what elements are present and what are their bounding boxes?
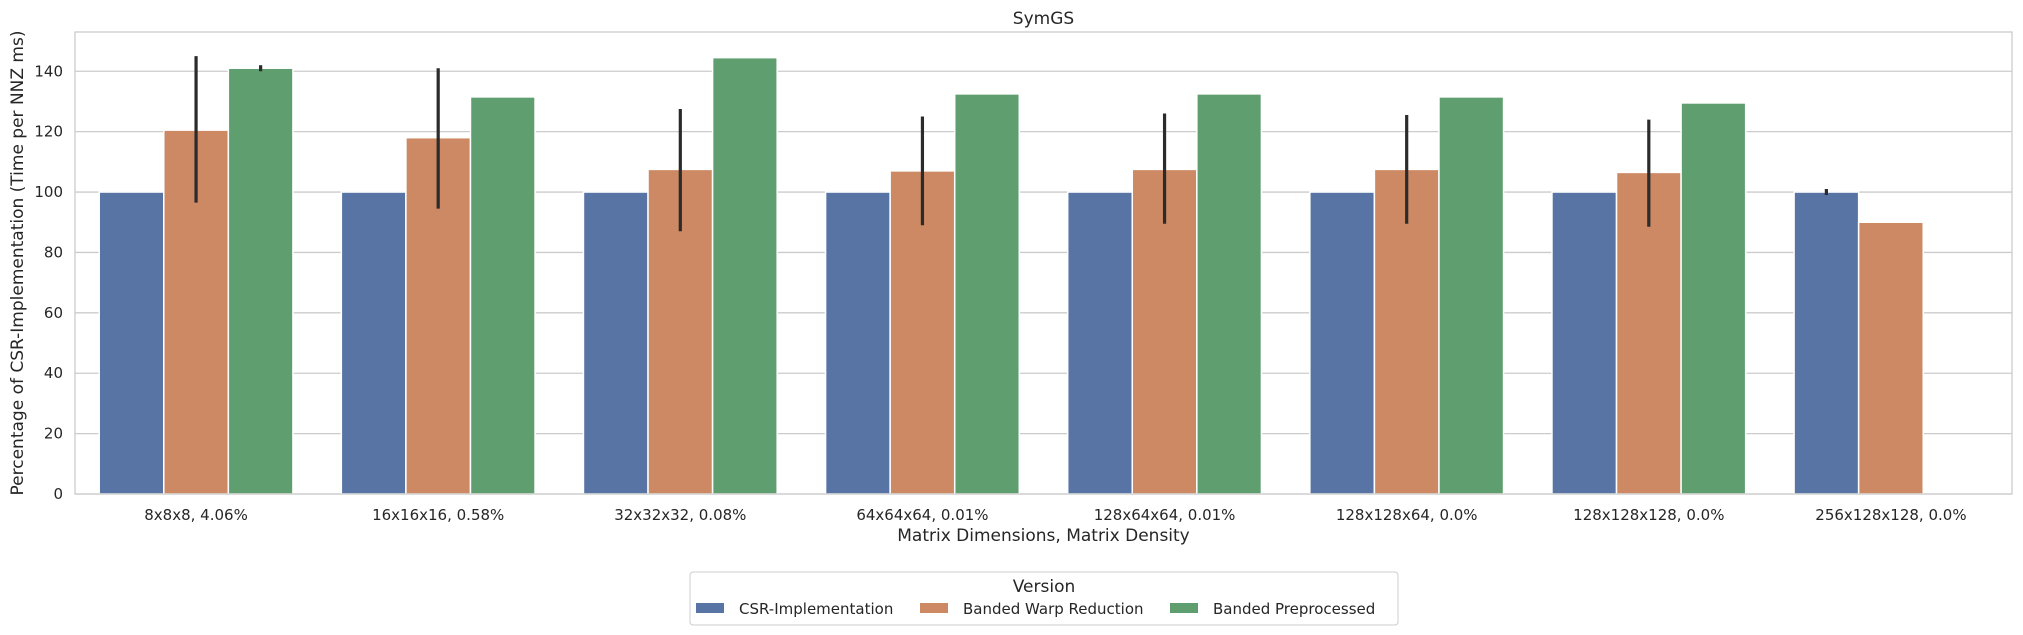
x-tick-label: 128x128x64, 0.0%: [1336, 506, 1478, 524]
y-tick-label: 100: [34, 183, 63, 201]
bars: [98, 56, 1924, 495]
bar: [953, 93, 1021, 495]
y-tick-label: 40: [44, 364, 63, 382]
bar: [340, 191, 407, 495]
bar: [98, 191, 165, 495]
y-tick-label: 20: [44, 425, 63, 443]
x-tick-label: 64x64x64, 0.01%: [856, 506, 988, 524]
legend-swatch: [920, 603, 948, 613]
bar: [824, 191, 891, 495]
bar: [1196, 93, 1263, 495]
legend-label: Banded Warp Reduction: [963, 600, 1144, 618]
legend-label: CSR-Implementation: [739, 600, 893, 618]
x-tick-label: 32x32x32, 0.08%: [614, 506, 746, 524]
bar: [1066, 191, 1134, 495]
bar: [582, 191, 649, 495]
legend-swatch: [696, 603, 724, 613]
y-ticks: 0 20 40 60 80 100 120 140: [34, 62, 63, 503]
y-axis-label: Percentage of CSR-Implementation (Time p…: [8, 31, 28, 496]
legend-box: [689, 571, 1399, 626]
legend: Version CSR-Implementation Banded Warp Re…: [689, 571, 1399, 626]
plot-frame: [74, 31, 2013, 495]
bar: [711, 56, 778, 495]
y-tick-label: 140: [34, 62, 63, 80]
error-bars: [194, 56, 1828, 232]
bar: [469, 96, 536, 495]
bar: [1857, 221, 1924, 495]
legend-title: Version: [1013, 577, 1076, 597]
x-tick-label: 128x64x64, 0.01%: [1094, 506, 1236, 524]
legend-label: Banded Preprocessed: [1213, 600, 1375, 618]
bar: [1680, 102, 1747, 495]
legend-items: CSR-Implementation Banded Warp Reduction B…: [696, 600, 1375, 618]
bar: [1309, 191, 1376, 495]
x-tick-label: 128x128x128, 0.0%: [1573, 506, 1724, 524]
y-tick-label: 60: [44, 304, 63, 322]
legend-swatch: [1170, 603, 1198, 613]
chart-title: SymGS: [1013, 9, 1074, 29]
bar: [227, 67, 294, 495]
bar: [1551, 191, 1618, 495]
bar: [1793, 191, 1860, 495]
bar: [1438, 96, 1505, 495]
y-tick-label: 80: [44, 243, 63, 261]
x-tick-label: 8x8x8, 4.06%: [144, 506, 248, 524]
x-ticks: 8x8x8, 4.06% 16x16x16, 0.58% 32x32x32, 0.0…: [144, 506, 1966, 524]
x-tick-label: 16x16x16, 0.58%: [372, 506, 504, 524]
x-tick-label: 256x128x128, 0.0%: [1815, 506, 1966, 524]
y-tick-label: 120: [34, 123, 63, 141]
y-tick-label: 0: [53, 485, 63, 503]
x-axis-label: Matrix Dimensions, Matrix Density: [897, 526, 1190, 546]
